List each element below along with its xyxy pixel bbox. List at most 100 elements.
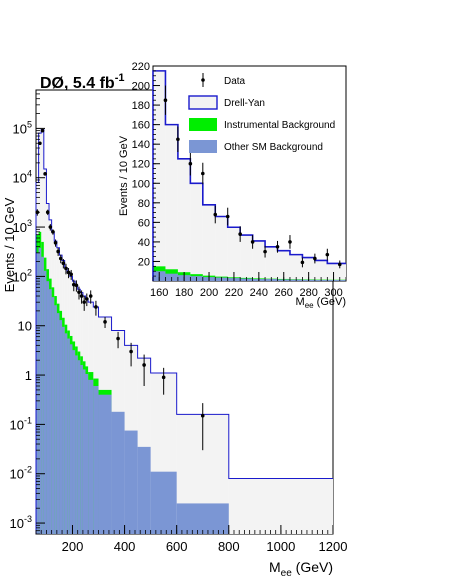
- legend-label: Data: [224, 76, 246, 87]
- x-tick-label: 220: [225, 287, 243, 299]
- x-tick-label: 800: [218, 539, 240, 554]
- data-point: [103, 320, 107, 324]
- main-axes: 200 400 600 800 1000 1200 10-3 10-2 10-1 1 10 102 10…: [10, 89, 348, 554]
- main-data-points: [35, 128, 205, 451]
- experiment-label: DØ, 5.4 fb-1: [40, 72, 124, 92]
- data-point: [58, 256, 63, 261]
- data-point: [200, 413, 205, 418]
- y-tick-label: 220: [132, 61, 150, 73]
- data-point: [337, 262, 342, 267]
- data-point: [43, 172, 47, 176]
- other-sm-bar: [339, 280, 346, 281]
- data-point: [56, 249, 60, 254]
- other-sm-bar: [56, 313, 60, 534]
- other-sm-bar: [80, 364, 83, 534]
- data-point: [116, 336, 120, 341]
- inset-histograms: [152, 70, 346, 282]
- x-tick-label: 160: [150, 287, 168, 299]
- data-point: [176, 137, 180, 142]
- other-sm-bar: [150, 471, 177, 534]
- data-point: [188, 161, 193, 166]
- data-point: [40, 128, 45, 133]
- data-point: [213, 212, 218, 217]
- inset-x-axis-title: Mee (GeV): [296, 296, 346, 310]
- other-sm-bar: [36, 252, 39, 534]
- y-tick-label: 105: [13, 119, 32, 136]
- data-point: [51, 230, 55, 234]
- drell-yan-bar: [190, 183, 203, 281]
- legend-label: Other SM Background: [224, 142, 323, 153]
- data-point: [74, 283, 79, 288]
- y-tick-label: 180: [132, 100, 150, 112]
- data-point: [77, 290, 81, 294]
- other-sm-bar: [59, 320, 63, 534]
- legend-swatch: [189, 118, 217, 131]
- data-point: [82, 300, 86, 304]
- data-point: [275, 244, 280, 249]
- data-point: [129, 349, 133, 354]
- other-sm-bar: [62, 326, 65, 534]
- other-sm-bar: [64, 333, 68, 534]
- data-point: [94, 305, 98, 309]
- x-tick-label: 400: [114, 539, 136, 554]
- x-tick-label: 600: [166, 539, 188, 554]
- data-point: [53, 240, 58, 245]
- drell-yan-bar: [215, 216, 228, 281]
- other-sm-bar: [72, 350, 76, 534]
- y-tick-label: 80: [138, 198, 150, 210]
- x-tick-label: 280: [299, 287, 317, 299]
- y-tick-label: 102: [13, 267, 32, 284]
- data-point: [250, 240, 255, 244]
- other-sm-bar: [75, 355, 78, 534]
- drell-yan-bar: [277, 250, 290, 281]
- legend-data-marker: [201, 78, 205, 82]
- x-tick-label: 1200: [319, 539, 348, 554]
- legend-label: Instrumental Background: [224, 120, 335, 131]
- x-tick-label: 180: [175, 287, 193, 299]
- drell-yan-bar: [228, 478, 333, 534]
- other-sm-bar: [67, 338, 70, 534]
- other-sm-bar: [111, 411, 125, 534]
- y-tick-label: 20: [138, 256, 150, 268]
- inset-plot: 160 180 200 220 240 260 280 300 20 40 60 80 100 120 14…: [118, 61, 347, 310]
- data-point: [225, 214, 230, 219]
- x-tick-label: 260: [275, 287, 293, 299]
- other-sm-bar: [46, 281, 50, 534]
- y-tick-label: 10-2: [10, 465, 32, 482]
- data-point: [69, 272, 73, 277]
- data-point: [61, 261, 66, 266]
- data-point: [163, 98, 168, 103]
- y-tick-label: 100: [132, 178, 150, 190]
- data-point: [313, 256, 317, 261]
- other-sm-bar: [51, 297, 55, 534]
- other-sm-bar: [88, 379, 94, 534]
- other-sm-bar: [54, 305, 57, 534]
- other-sm-bar: [93, 386, 99, 534]
- data-point: [263, 249, 267, 254]
- drell-yan-bar: [302, 257, 315, 281]
- y-tick-label: 40: [138, 237, 150, 249]
- legend-label: Drell-Yan: [224, 98, 265, 109]
- y-tick-label: 120: [132, 159, 150, 171]
- other-sm-bar: [137, 446, 151, 534]
- drell-yan-bar: [202, 204, 216, 281]
- drell-yan-bar: [227, 227, 241, 281]
- legend-swatch: [188, 95, 218, 110]
- data-point: [238, 232, 242, 236]
- data-point: [88, 294, 93, 298]
- legend-swatch: [189, 140, 217, 153]
- data-point: [288, 240, 292, 244]
- data-point: [142, 363, 146, 367]
- main-y-axis-title: Events / 10 GeV: [2, 197, 17, 292]
- data-point: [48, 225, 53, 229]
- y-tick-label: 10-3: [10, 514, 32, 531]
- drell-yan-bar: [314, 260, 328, 281]
- drell-yan-bar: [289, 254, 303, 281]
- data-point: [201, 171, 205, 176]
- other-sm-bar: [49, 289, 52, 534]
- drell-yan-outline: [35, 128, 333, 534]
- data-point: [79, 294, 84, 298]
- other-sm-bar: [85, 374, 89, 534]
- data-point: [161, 375, 166, 380]
